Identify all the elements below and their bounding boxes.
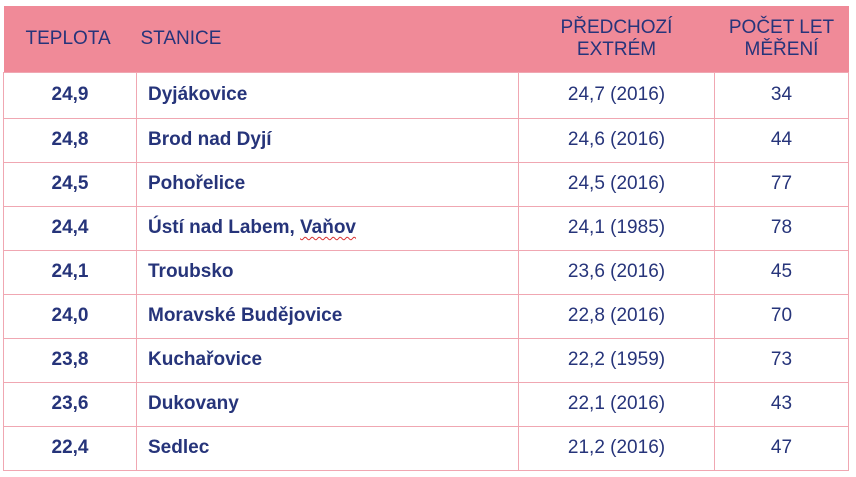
- cell-temperature: 24,0: [3, 293, 137, 339]
- cell-years-measured: 47: [714, 425, 849, 471]
- cell-temperature: 23,6: [3, 381, 137, 427]
- cell-years-measured: 77: [714, 161, 849, 207]
- header-years-measured: POČET LET MĚŘENÍ: [715, 6, 849, 72]
- temperature-records-table: TEPLOTA STANICE PŘEDCHOZÍ EXTRÉM POČET L…: [3, 6, 849, 471]
- table-row: 24,8 Brod nad Dyjí 24,6 (2016) 44: [3, 117, 849, 163]
- header-previous-extreme-line1: PŘEDCHOZÍ: [560, 16, 673, 38]
- table-row: 22,4 Sedlec 21,2 (2016) 47: [3, 425, 849, 471]
- cell-station: Kuchařovice: [136, 337, 519, 383]
- cell-previous-extreme: 22,8 (2016): [518, 293, 715, 339]
- cell-station: Dukovany: [136, 381, 519, 427]
- cell-previous-extreme: 22,2 (1959): [518, 337, 715, 383]
- cell-temperature: 23,8: [3, 337, 137, 383]
- header-previous-extreme: PŘEDCHOZÍ EXTRÉM: [519, 6, 715, 72]
- table-row: 24,4 Ústí nad Labem, Vaňov 24,1 (1985) 7…: [3, 205, 849, 251]
- cell-temperature: 22,4: [3, 425, 137, 471]
- table-row: 24,0 Moravské Budějovice 22,8 (2016) 70: [3, 293, 849, 339]
- cell-years-measured: 34: [714, 71, 849, 119]
- cell-previous-extreme: 22,1 (2016): [518, 381, 715, 427]
- cell-station: Dyjákovice: [136, 71, 519, 119]
- cell-years-measured: 43: [714, 381, 849, 427]
- table-row: 23,6 Dukovany 22,1 (2016) 43: [3, 381, 849, 427]
- cell-previous-extreme: 24,6 (2016): [518, 117, 715, 163]
- cell-previous-extreme: 23,6 (2016): [518, 249, 715, 295]
- cell-station: Moravské Budějovice: [136, 293, 519, 339]
- cell-previous-extreme: 21,2 (2016): [518, 425, 715, 471]
- cell-years-measured: 44: [714, 117, 849, 163]
- cell-years-measured: 70: [714, 293, 849, 339]
- cell-station: Brod nad Dyjí: [136, 117, 519, 163]
- cell-temperature: 24,9: [3, 71, 137, 119]
- cell-temperature: 24,4: [3, 205, 137, 251]
- cell-station: Sedlec: [136, 425, 519, 471]
- table-row: 23,8 Kuchařovice 22,2 (1959) 73: [3, 337, 849, 383]
- cell-previous-extreme: 24,1 (1985): [518, 205, 715, 251]
- cell-station: Pohořelice: [136, 161, 519, 207]
- header-years-measured-line2: MĚŘENÍ: [744, 38, 819, 60]
- table-row: 24,9 Dyjákovice 24,7 (2016) 34: [3, 71, 849, 119]
- cell-previous-extreme: 24,5 (2016): [518, 161, 715, 207]
- table-row: 24,1 Troubsko 23,6 (2016) 45: [3, 249, 849, 295]
- cell-station: Troubsko: [136, 249, 519, 295]
- records-table-container: TEPLOTA STANICE PŘEDCHOZÍ EXTRÉM POČET L…: [3, 6, 849, 471]
- spellcheck-underlined-word: Vaňov: [300, 217, 357, 238]
- station-name-part: Ústí nad Labem,: [148, 217, 301, 238]
- cell-years-measured: 78: [714, 205, 849, 251]
- cell-temperature: 24,1: [3, 249, 137, 295]
- header-station: STANICE: [140, 27, 222, 49]
- header-row: TEPLOTA STANICE PŘEDCHOZÍ EXTRÉM POČET L…: [3, 6, 849, 72]
- cell-temperature: 24,8: [3, 117, 137, 163]
- cell-previous-extreme: 24,7 (2016): [518, 71, 715, 119]
- table-row: 24,5 Pohořelice 24,5 (2016) 77: [3, 161, 849, 207]
- table-body: 24,9 Dyjákovice 24,7 (2016) 34 24,8 Brod…: [3, 71, 849, 471]
- header-previous-extreme-line2: EXTRÉM: [576, 38, 657, 60]
- table-header: TEPLOTA STANICE PŘEDCHOZÍ EXTRÉM POČET L…: [3, 6, 849, 72]
- header-years-measured-line1: POČET LET: [728, 16, 835, 38]
- cell-years-measured: 45: [714, 249, 849, 295]
- cell-temperature: 24,5: [3, 161, 137, 207]
- cell-years-measured: 73: [714, 337, 849, 383]
- header-temperature: TEPLOTA: [25, 27, 111, 49]
- cell-station: Ústí nad Labem, Vaňov: [136, 205, 519, 251]
